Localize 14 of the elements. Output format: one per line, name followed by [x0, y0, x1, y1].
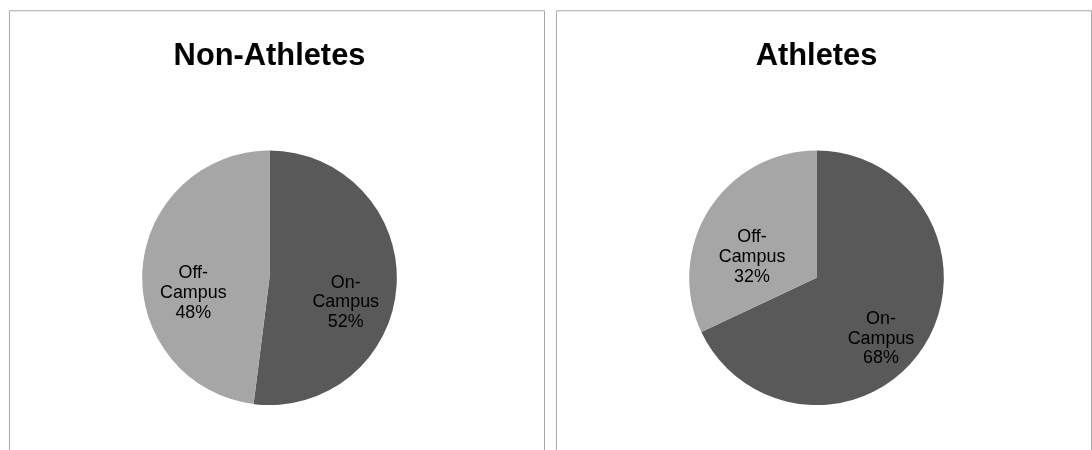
data-label: 48%: [175, 301, 212, 322]
slice-label: Off-Campus: [159, 261, 227, 302]
data-label: 52%: [327, 311, 364, 332]
data-label: 68%: [863, 347, 899, 368]
pie-slice: [142, 150, 270, 405]
slice-label: On-Campus: [312, 271, 380, 312]
slice-label: On-Campus: [847, 307, 915, 348]
pie-slice: [253, 150, 397, 406]
chart-title: Non-Athletes: [173, 36, 366, 72]
chart-title: Athletes: [755, 36, 878, 72]
data-label: 32%: [734, 265, 771, 286]
pie-slice: [689, 150, 817, 332]
slice-label: Off-Campus: [718, 225, 786, 266]
pie-slice: [701, 150, 944, 406]
